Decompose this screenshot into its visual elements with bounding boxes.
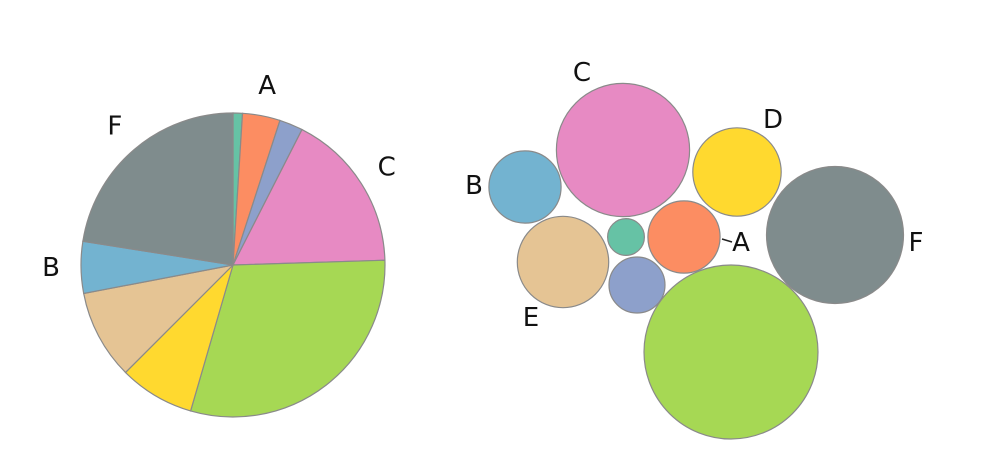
bubble-label-B: B: [465, 171, 483, 201]
bubble-unlabeled-6: [608, 256, 666, 314]
bubble-unlabeled-8: [643, 264, 819, 440]
pie-slice-unlabeled-6: [82, 264, 235, 374]
bubble-label-C: C: [573, 58, 591, 88]
pie-label-A: A: [258, 71, 276, 101]
pie-chart: A C B F: [42, 71, 396, 418]
bubble-F: [765, 165, 905, 305]
pie-label-C: C: [378, 153, 396, 183]
pie-slice-C: [232, 128, 386, 266]
pie-label-F: F: [107, 112, 122, 142]
bubble-label-E: E: [523, 303, 539, 333]
bubble-label-D: D: [763, 105, 783, 135]
bubble-chart: C D B A E F: [465, 58, 924, 440]
bubble-label-A: A: [732, 228, 750, 258]
bubble-A: [647, 200, 721, 274]
pie-label-B: B: [42, 253, 60, 283]
bubble-B: [488, 150, 562, 224]
bubble-unlabeled-3: [606, 218, 645, 257]
bubble-C: [555, 82, 691, 218]
bubble-label-F: F: [909, 228, 924, 258]
bubble-leader-A: [721, 238, 733, 243]
bubble-E: [516, 215, 610, 309]
bubble-D: [692, 127, 782, 217]
pie-slice-F: [82, 112, 234, 266]
pie-slice-unlabeled-4: [189, 259, 386, 418]
